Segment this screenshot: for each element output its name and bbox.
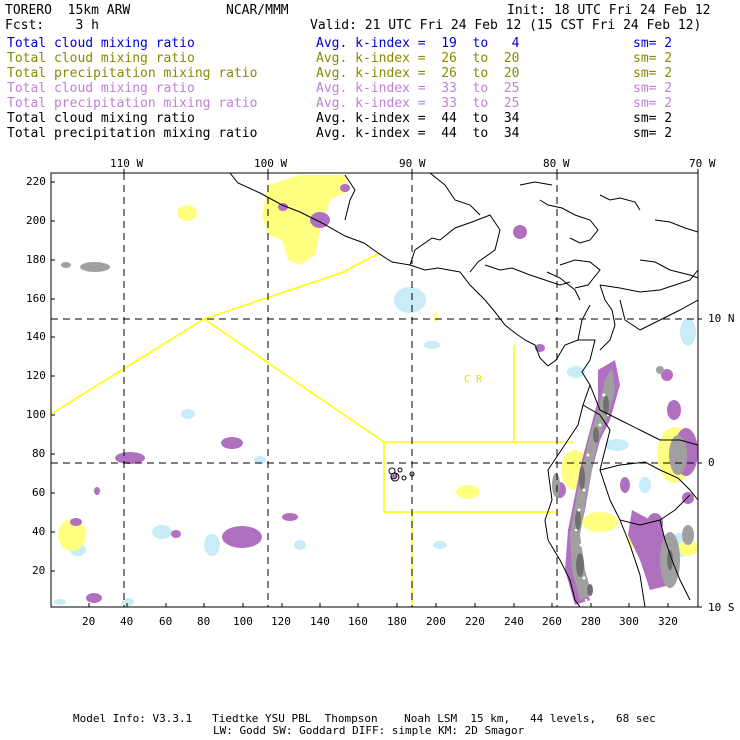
x-tick-label: 80 <box>197 615 211 628</box>
y-tick-label: 100 <box>26 408 46 421</box>
forecast-hour: Fcst: 3 h <box>5 18 99 33</box>
legend-sm: sm= 2 <box>633 111 673 126</box>
x-tick-label: 220 <box>465 615 485 628</box>
legend-index: Avg. k-index = 33 to 25 <box>316 96 520 111</box>
model-info: Model Info: V3.3.1 Tiedtke YSU PBL Thomp… <box>73 712 656 725</box>
y-tick-label: 200 <box>26 214 46 227</box>
x-tick-label: 160 <box>348 615 368 628</box>
yellow-cloud-field <box>58 175 698 556</box>
x-tick-label: 20 <box>82 615 96 628</box>
lat-label: 10 S <box>708 601 735 614</box>
x-tick-label: 280 <box>581 615 601 628</box>
legend-sm: sm= 2 <box>633 36 673 51</box>
y-tick-label: 80 <box>32 447 46 460</box>
organization: NCAR/MMM <box>226 3 289 18</box>
x-tick-label: 200 <box>426 615 446 628</box>
dark-gray-precip-core <box>575 395 673 596</box>
valid-time: Valid: 21 UTC Fri 24 Feb 12 (15 CST Fri … <box>310 18 702 33</box>
legend-label: Total cloud mixing ratio <box>7 111 195 126</box>
init-time: Init: 18 UTC Fri 24 Feb 12 <box>507 3 711 18</box>
lon-label: 90 W <box>399 157 426 170</box>
legend-row: Total precipitation mixing ratio Avg. k-… <box>7 66 732 81</box>
y-tick-label: 180 <box>26 253 46 266</box>
legend-sm: sm= 2 <box>633 81 673 96</box>
x-tick-label: 40 <box>120 615 134 628</box>
legend-sm: sm= 2 <box>633 96 673 111</box>
lon-label: 70 W <box>689 157 716 170</box>
legend-index: Avg. k-index = 33 to 25 <box>316 81 520 96</box>
legend-row: Total precipitation mixing ratio Avg. k-… <box>7 126 732 141</box>
legend-row: Total cloud mixing ratio Avg. k-index = … <box>7 51 732 66</box>
y-tick-label: 140 <box>26 330 46 343</box>
x-tick-label: 140 <box>310 615 330 628</box>
x-tick-label: 300 <box>619 615 639 628</box>
x-tick-label: 260 <box>542 615 562 628</box>
legend-sm: sm= 2 <box>633 126 673 141</box>
region-boundaries <box>51 252 573 607</box>
legend-sm: sm= 2 <box>633 51 673 66</box>
lat-label: 10 N <box>708 312 735 325</box>
legend-index: Avg. k-index = 44 to 34 <box>316 111 520 126</box>
y-tick-label: 120 <box>26 369 46 382</box>
x-tick-label: 100 <box>233 615 253 628</box>
coastlines <box>229 173 698 607</box>
lat-label: 0 <box>708 456 715 469</box>
x-tick-label: 60 <box>159 615 173 628</box>
y-tick-label: 60 <box>32 486 46 499</box>
lon-label: 80 W <box>543 157 570 170</box>
y-tick-label: 20 <box>32 564 46 577</box>
lon-label: 110 W <box>110 157 144 170</box>
legend-label: Total precipitation mixing ratio <box>7 126 258 141</box>
legend-index: Avg. k-index = 44 to 34 <box>316 126 520 141</box>
legend-row: Total cloud mixing ratio Avg. k-index = … <box>7 81 732 96</box>
lon-label: 100 W <box>254 157 288 170</box>
legend-index: Avg. k-index = 26 to 20 <box>316 51 520 66</box>
precip-speckles <box>574 393 610 602</box>
y-tick-label: 160 <box>26 292 46 305</box>
x-tick-label: 240 <box>504 615 524 628</box>
legend-row: Total cloud mixing ratio Avg. k-index = … <box>7 111 732 126</box>
legend-row: Total precipitation mixing ratio Avg. k-… <box>7 96 732 111</box>
legend-row: Total cloud mixing ratio Avg. k-index = … <box>7 36 732 51</box>
legend-label: Total cloud mixing ratio <box>7 36 195 51</box>
x-tick-label: 180 <box>387 615 407 628</box>
legend-label: Total cloud mixing ratio <box>7 51 195 66</box>
legend-index: Avg. k-index = 19 to 4 <box>316 36 520 51</box>
x-tick-label: 120 <box>271 615 291 628</box>
map-frame <box>50 172 699 608</box>
legend-sm: sm= 2 <box>633 66 673 81</box>
y-tick-label: 40 <box>32 525 46 538</box>
region-label: C R <box>464 374 483 385</box>
gray-precip-field <box>61 262 694 600</box>
physics-info: LW: Godd SW: Goddard DIFF: simple KM: 2D… <box>213 724 525 737</box>
legend-label: Total precipitation mixing ratio <box>7 66 258 81</box>
lat-lon-grid <box>51 173 698 607</box>
model-name: TORERO 15km ARW <box>5 3 131 18</box>
tick-marks <box>51 169 702 608</box>
island-marker <box>390 472 398 480</box>
legend-index: Avg. k-index = 26 to 20 <box>316 66 520 81</box>
x-tick-label: 320 <box>658 615 678 628</box>
legend-label: Total cloud mixing ratio <box>7 81 195 96</box>
legend-label: Total precipitation mixing ratio <box>7 96 258 111</box>
y-tick-label: 220 <box>26 175 46 188</box>
